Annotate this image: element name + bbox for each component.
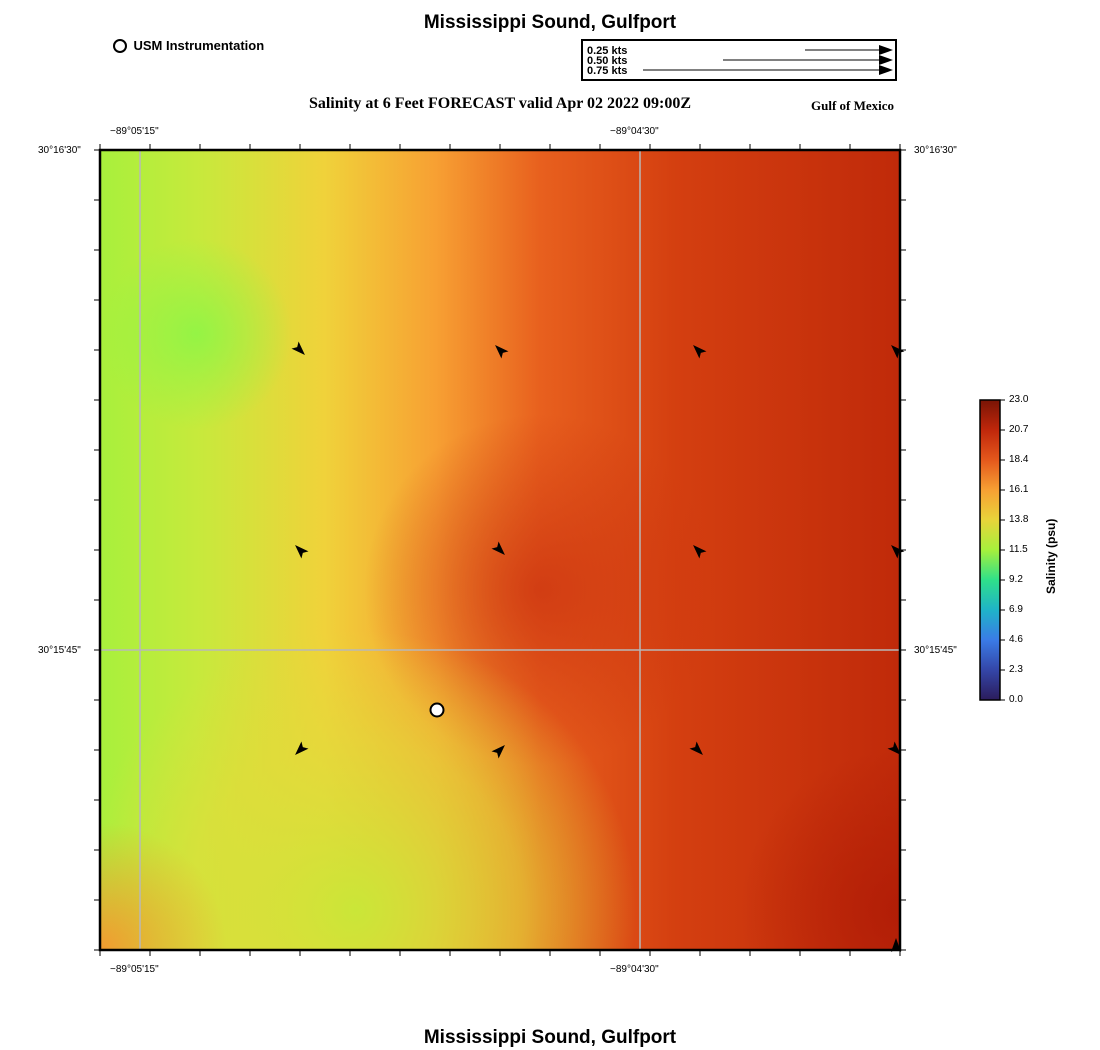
footer-title: Mississippi Sound, Gulfport — [423, 1027, 677, 1048]
current-vector-arrow — [891, 545, 905, 559]
current-vector-arrow — [491, 745, 505, 759]
graticule — [100, 150, 900, 950]
usm-legend-label: USM Instrumentation — [133, 38, 265, 53]
usm-station-marker — [429, 702, 445, 718]
current-vector-arrow — [495, 345, 509, 359]
lon-tick-top-2: −89°04'30" — [610, 126, 659, 137]
colorbar-tick-label: 18.4 — [1009, 454, 1029, 465]
colorbar-tick-label: 13.8 — [1009, 514, 1029, 525]
vector-legend-arrows — [643, 45, 893, 75]
current-vector-arrow — [891, 938, 901, 952]
current-vector-arrow — [491, 541, 505, 555]
frame-ticks — [94, 144, 906, 956]
current-vector-arrow — [291, 341, 305, 355]
colorbar-tick-label: 9.2 — [1009, 574, 1023, 585]
current-vector-arrow — [887, 741, 901, 755]
current-vectors — [291, 341, 905, 952]
lon-tick-bottom-1: −89°05'15" — [110, 964, 159, 975]
colorbar-tick-label: 23.0 — [1009, 394, 1029, 405]
current-vector-arrow — [295, 741, 309, 755]
region-label: Gulf of Mexico — [811, 98, 895, 113]
lat-tick-right-2: 30°15'45" — [914, 645, 957, 656]
vector-legend-arrow-1 — [805, 45, 893, 55]
current-vector-arrow — [295, 545, 309, 559]
lat-tick-left-2: 30°15'45" — [38, 645, 81, 656]
map-subtitle: Salinity at 6 Feet FORECAST valid Apr 02… — [308, 95, 692, 112]
map-title: Mississippi Sound, Gulfport — [423, 12, 677, 33]
vector-legend-arrow-2 — [723, 55, 893, 65]
vector-legend: 0.25 kts 0.50 kts 0.75 kts — [581, 39, 897, 81]
colorbar-tick-label: 11.5 — [1009, 544, 1028, 555]
current-vector-arrow — [891, 345, 905, 359]
current-vector-arrow — [693, 545, 707, 559]
vector-legend-label-3: 0.75 kts — [587, 65, 628, 77]
lat-tick-left-1: 30°16'30" — [38, 145, 81, 156]
vector-legend-arrow-3 — [643, 65, 893, 75]
lon-tick-top-1: −89°05'15" — [110, 126, 159, 137]
colorbar-tick-label: 6.9 — [1009, 604, 1023, 615]
salinity-map — [94, 144, 906, 956]
vector-legend-label-2: 0.50 kts — [587, 55, 628, 67]
colorbar-tick-label: 2.3 — [1009, 664, 1023, 675]
colorbar-tick-label: 20.7 — [1009, 424, 1029, 435]
colorbar-title: Salinity (psu) — [1044, 518, 1058, 594]
colorbar-scale — [979, 399, 1005, 701]
usm-legend: USM Instrumentation — [113, 37, 264, 55]
colorbar: 23.0 20.7 18.4 16.1 13.8 11.5 9.2 6.9 4.6 2.3 0.0 … — [978, 394, 1058, 709]
usm-station-marker-icon — [113, 38, 127, 53]
colorbar-tick-label: 0.0 — [1009, 694, 1023, 705]
vector-legend-label-1: 0.25 kts — [587, 45, 628, 57]
colorbar-tick-label: 16.1 — [1009, 484, 1029, 495]
current-vector-arrow — [693, 345, 707, 359]
colorbar-tick-label: 4.6 — [1009, 634, 1023, 645]
lon-tick-bottom-2: −89°04'30" — [610, 964, 659, 975]
lat-tick-right-1: 30°16'30" — [914, 145, 957, 156]
current-vector-arrow — [689, 741, 703, 755]
